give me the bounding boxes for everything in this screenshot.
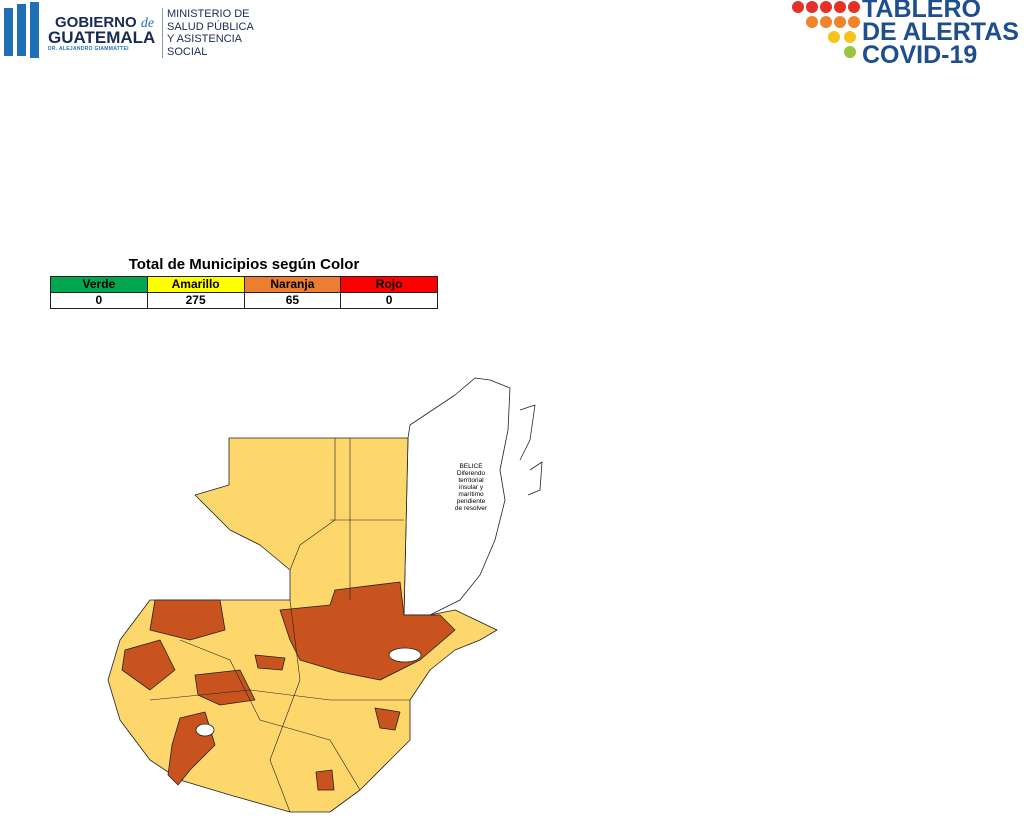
logo-text: de: [140, 16, 155, 31]
cell: 0: [50, 292, 148, 309]
map-label: Diferendo: [457, 470, 486, 477]
belize: [403, 377, 511, 616]
map: [107, 377, 543, 813]
header-cell: Verde: [50, 276, 148, 293]
header-cell: Naranja: [243, 276, 342, 293]
logo-text: MINISTERIO DE: [167, 8, 250, 20]
header-cell: Amarillo: [146, 276, 245, 293]
cays: [527, 461, 543, 496]
logo-text: DE ALERTAS: [862, 18, 1019, 46]
logo-text: SALUD PÚBLICA: [167, 20, 254, 33]
lake-atitlan: [195, 723, 215, 737]
table-title: Total de Municipios según Color: [128, 256, 360, 273]
table: Verde Amarillo Naranja Rojo 0 275 65 0: [50, 276, 438, 309]
belize-label: BELICE Diferendo territorial insular y m…: [455, 463, 488, 512]
cell: 65: [243, 292, 342, 309]
logo-text: SOCIAL: [167, 45, 208, 58]
logo-text: GUATEMALA: [48, 28, 156, 47]
header-row: Verde Amarillo Naranja Rojo: [50, 276, 438, 293]
cell: 0: [340, 292, 438, 309]
map-label: BELICE: [459, 463, 483, 470]
map-label: territorial: [458, 477, 484, 484]
data-row: 0 275 65 0: [50, 292, 438, 309]
logo-text: DR. ALEJANDRO GIAMMATTEI: [48, 46, 129, 52]
borders: [149, 438, 410, 813]
logo-text: Y ASISTENCIA: [167, 33, 242, 45]
left-logo-bars: [4, 2, 39, 58]
logo-text: GOBIERNO: [55, 14, 137, 31]
summary-table: Total de Municipios según Color Verde Am…: [50, 256, 438, 309]
cell: 275: [146, 292, 245, 309]
ministry-logo: MINISTERIO DE SALUD PÚBLICA Y ASISTENCIA…: [162, 8, 254, 58]
logo-text: GOBIERNO de: [55, 14, 154, 32]
right-logo: TABLERO DE ALERTAS COVID-19: [862, 0, 1022, 69]
map-label: insular y: [459, 484, 484, 491]
map-label: de resolver: [455, 505, 488, 512]
map-label: marítimo: [458, 491, 484, 498]
lake-izabal: [388, 647, 422, 663]
map-label: pendiente: [457, 498, 486, 505]
cays: [519, 404, 536, 461]
header-cell: Rojo: [340, 276, 438, 293]
logo-text: COVID-19: [862, 41, 978, 69]
right-logo-dots: [792, 1, 860, 58]
logo-text: TABLERO: [862, 0, 981, 23]
